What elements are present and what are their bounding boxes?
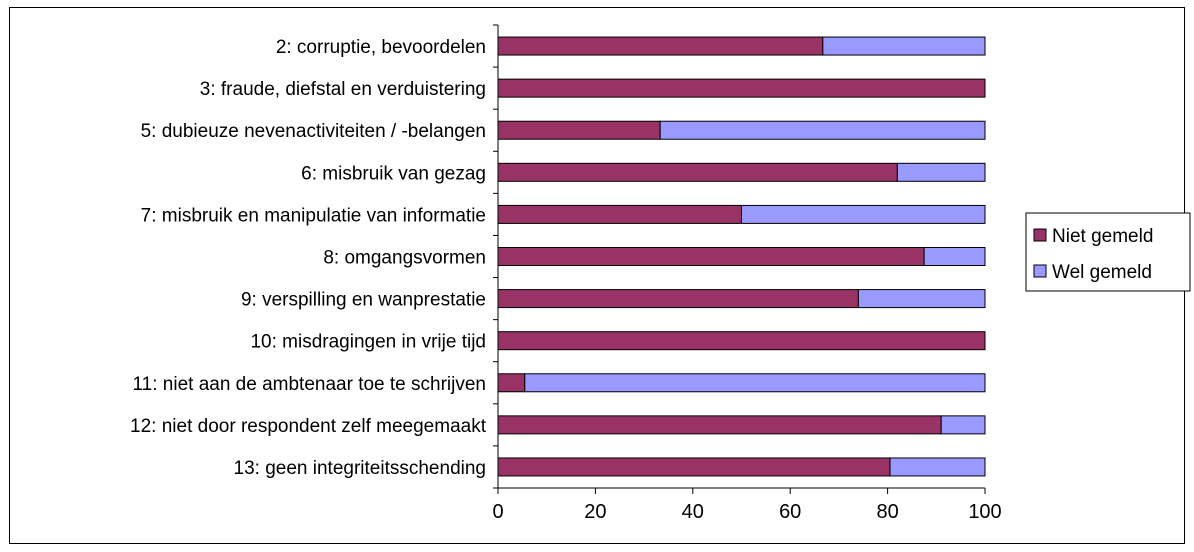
bar-niet-gemeld-6 xyxy=(497,289,859,309)
x-tick-label: 60 xyxy=(779,501,801,523)
category-label: 9: verspilling en wanprestatie xyxy=(241,290,486,311)
x-tick-label: 40 xyxy=(682,501,704,523)
category-label: 2: corruptie, bevoordelen xyxy=(276,37,486,58)
bar-wel-gemeld-8 xyxy=(524,373,986,393)
legend-swatch-wel-gemeld xyxy=(1033,264,1047,278)
bar-wel-gemeld-10 xyxy=(889,457,986,477)
bar-niet-gemeld-9 xyxy=(497,415,942,435)
bar-niet-gemeld-4 xyxy=(497,204,742,224)
category-label: 13: geen integriteitsschending xyxy=(234,458,486,479)
bar-niet-gemeld-3 xyxy=(497,162,898,182)
bar-wel-gemeld-9 xyxy=(940,415,986,435)
bar-wel-gemeld-6 xyxy=(857,289,986,309)
category-label: 10: misdragingen in vrije tijd xyxy=(250,332,486,353)
axis-layer: 0 20 40 60 80 100 xyxy=(492,24,1002,523)
category-label: 12: niet door respondent zelf meegemaakt xyxy=(130,416,487,437)
bar-niet-gemeld-2 xyxy=(497,120,661,140)
category-label: 8: omgangsvormen xyxy=(323,248,486,269)
category-label: 6: misbruik van gezag xyxy=(301,163,486,184)
bar-niet-gemeld-1 xyxy=(497,78,986,98)
legend-label-niet-gemeld: Niet gemeld xyxy=(1052,226,1153,247)
category-label: 5: dubieuze nevenactiviteiten / -belange… xyxy=(141,121,486,142)
bar-niet-gemeld-0 xyxy=(497,36,824,56)
bar-wel-gemeld-2 xyxy=(659,120,986,140)
bar-niet-gemeld-10 xyxy=(497,457,891,477)
legend-box xyxy=(1025,212,1191,292)
legend-label-wel-gemeld: Wel gemeld xyxy=(1052,262,1152,283)
category-label: 3: fraude, diefstal en verduistering xyxy=(200,79,486,100)
x-tick-label: 80 xyxy=(876,501,898,523)
legend: Niet gemeld Wel gemeld xyxy=(1025,212,1191,292)
bar-niet-gemeld-5 xyxy=(497,247,925,266)
bars-layer xyxy=(497,36,986,477)
bar-niet-gemeld-8 xyxy=(497,373,526,393)
category-labels: 2: corruptie, bevoordelen 3: fraude, dief… xyxy=(130,37,487,479)
bar-wel-gemeld-4 xyxy=(741,204,986,224)
x-tick-label: 20 xyxy=(584,501,606,523)
x-tick-label: 100 xyxy=(968,501,1001,523)
bar-niet-gemeld-7 xyxy=(497,331,986,351)
bar-wel-gemeld-3 xyxy=(896,162,986,182)
x-tick-label: 0 xyxy=(492,501,503,523)
bar-wel-gemeld-5 xyxy=(923,247,986,266)
category-label: 7: misbruik en manipulatie van informati… xyxy=(141,205,486,226)
legend-swatch-niet-gemeld xyxy=(1033,228,1047,242)
bar-wel-gemeld-0 xyxy=(822,36,986,56)
category-label: 11: niet aan de ambtenaar toe te schrijv… xyxy=(133,374,487,395)
